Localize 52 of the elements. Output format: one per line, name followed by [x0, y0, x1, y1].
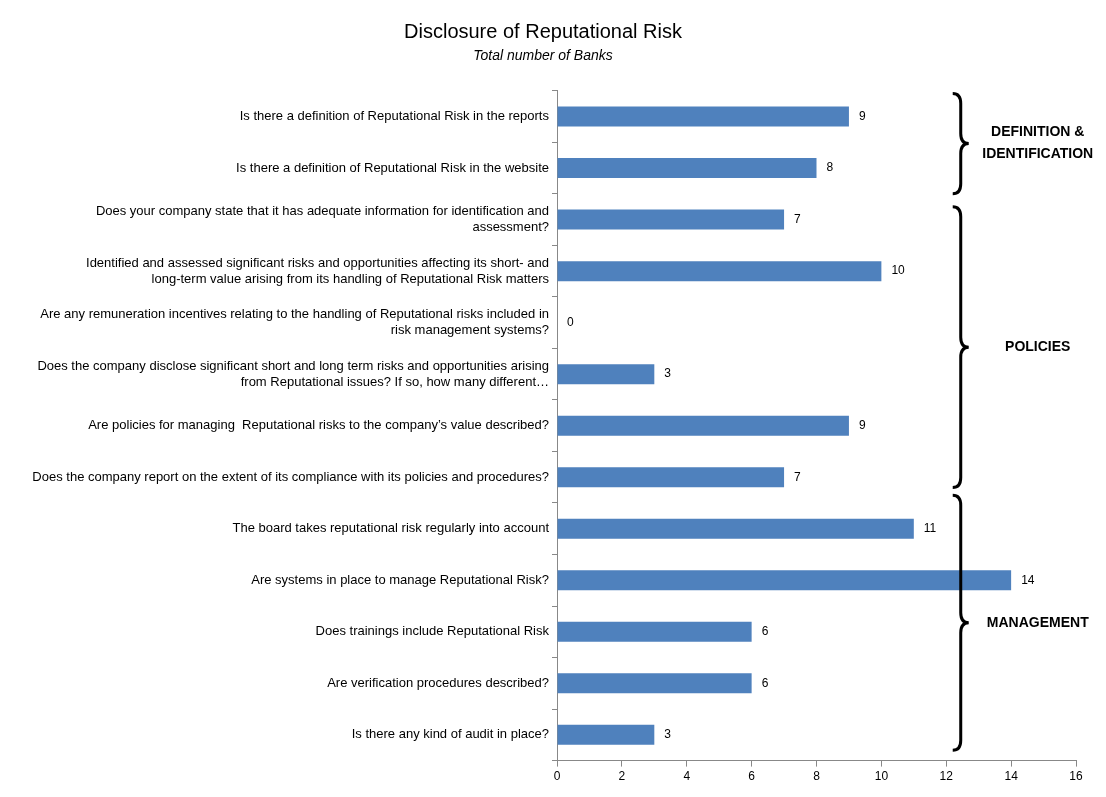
y-tick-label: Are systems in place to manage Reputational Risk? — [251, 571, 549, 587]
x-tick-label: 10 — [874, 769, 889, 784]
y-tick-label: Is there a definition of Reputational Risk in the website — [236, 159, 549, 175]
x-tick-label: 6 — [748, 769, 756, 784]
y-tick-label: Identified and assessed significant risks and opportunities affecting its short- and long-term value arising from its handling of Reputational Risk matters — [86, 254, 550, 286]
data-label: 3 — [664, 727, 672, 742]
y-tick-label: Are policies for managing Reputational risks to the company’s value described? — [88, 417, 549, 433]
bar — [557, 261, 882, 282]
bar — [557, 364, 655, 385]
bar — [557, 467, 785, 488]
bar — [557, 415, 849, 436]
bar — [557, 106, 849, 127]
data-label: 0 — [567, 314, 574, 329]
x-tick-label: 0 — [553, 769, 561, 784]
y-tick-label: Does the company disclose significant short and long term risks and opportunities arising from Reputational issues? If so, how many different… — [37, 357, 549, 389]
data-label: 7 — [794, 469, 802, 484]
bar — [557, 209, 785, 230]
x-tick-label: 12 — [939, 769, 954, 784]
y-tick-label: Does trainings include Reputational Risk — [315, 623, 550, 639]
y-tick-label: Are any remuneration incentives relating to the handling of Reputational risks included in risk management systems? — [40, 306, 549, 338]
bar — [557, 518, 914, 539]
data-label: 10 — [891, 263, 906, 278]
y-tick-label: Are verification procedures described? — [327, 674, 549, 690]
data-label: 3 — [664, 366, 672, 381]
data-label: 7 — [794, 211, 802, 226]
chart-subtitle: Total number of Banks — [473, 47, 613, 64]
annotation: POLICIES — [1005, 337, 1071, 354]
bar — [557, 621, 752, 642]
y-tick-label: The board takes reputational risk regularly into account — [232, 520, 550, 536]
x-tick-label: 4 — [683, 769, 691, 784]
data-label: 14 — [1021, 572, 1035, 587]
y-tick-label: Does your company state that it has adequate information for identification and assessment? — [95, 203, 549, 234]
y-tick-label: Is there any kind of audit in place? — [351, 726, 549, 742]
bar — [557, 673, 752, 694]
bar — [557, 724, 655, 745]
data-label: 8 — [826, 160, 834, 175]
annotation: MANAGEMENT — [986, 613, 1090, 630]
x-tick-label: 14 — [1004, 769, 1019, 784]
x-tick-label: 16 — [1069, 769, 1083, 784]
data-label: 11 — [923, 521, 937, 536]
data-label: 9 — [858, 418, 866, 433]
x-tick-label: 8 — [813, 769, 821, 784]
annotation: DEFINITION & IDENTIFICATION — [982, 123, 1094, 162]
data-label: 6 — [761, 624, 769, 639]
x-tick-label: 2 — [618, 769, 626, 784]
data-label: 6 — [761, 675, 769, 690]
bar — [557, 570, 1012, 591]
bar — [557, 158, 817, 179]
chart-title: Disclosure of Reputational Risk — [404, 19, 683, 42]
y-tick-label: Is there a definition of Reputational Risk in the reports — [239, 108, 550, 124]
y-tick-label: Does the company report on the extent of its compliance with its policies and procedures? — [32, 468, 549, 484]
data-label: 9 — [858, 108, 866, 123]
